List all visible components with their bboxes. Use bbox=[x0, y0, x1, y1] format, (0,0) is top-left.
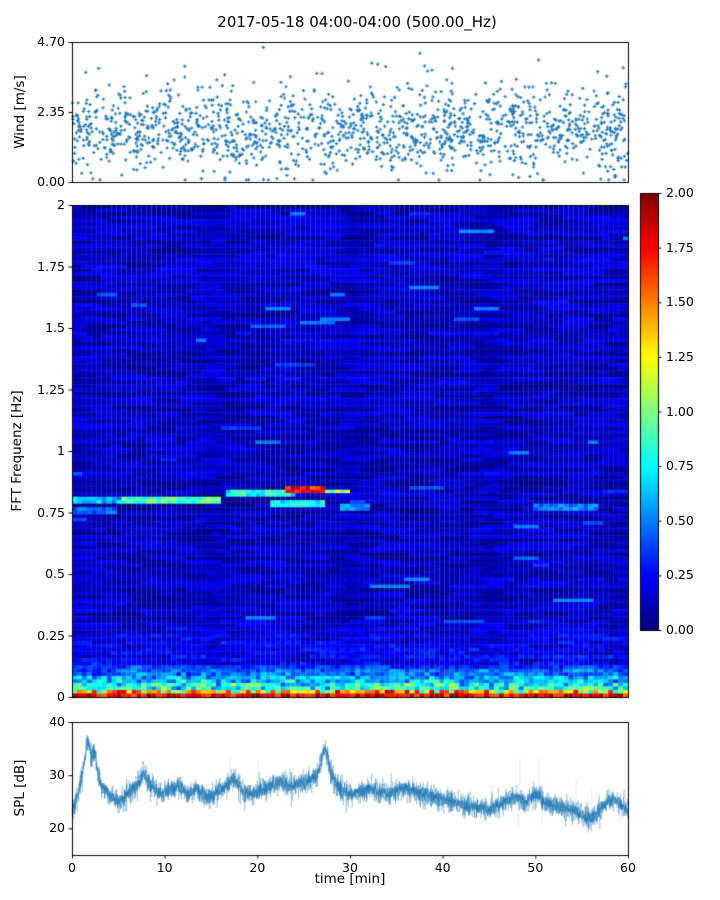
colorbar-tick-label: 0.00 bbox=[666, 621, 694, 637]
colorbar-tick-label: 0.75 bbox=[666, 457, 694, 473]
time-xtick-label: 60 bbox=[620, 860, 636, 875]
wind-ytick-label: 4.70 bbox=[37, 33, 65, 49]
wind-ytick-label: 0.00 bbox=[37, 173, 65, 189]
spl-ytick-label: 20 bbox=[49, 820, 65, 836]
time-xtick-label: 50 bbox=[527, 860, 544, 875]
colorbar-tick-label: 1.50 bbox=[666, 294, 694, 309]
colorbar-tick-label: 0.50 bbox=[666, 512, 694, 528]
spectrogram-ytick-label: 1.75 bbox=[37, 258, 65, 274]
spectrogram-ytick-label: 1.5 bbox=[45, 319, 65, 335]
time-xtick-label: 40 bbox=[434, 860, 451, 875]
wind-ytick-label: 2.35 bbox=[37, 103, 65, 119]
spl-y-axis-label: SPL [dB] bbox=[12, 759, 28, 817]
spectrogram-ytick-label: 0.5 bbox=[45, 565, 65, 581]
colorbar-tick-label: 1.75 bbox=[666, 239, 694, 255]
spl-ytick-label: 40 bbox=[49, 713, 65, 729]
spl-ytick-label: 30 bbox=[49, 766, 65, 782]
spectrogram-ytick-label: 0.25 bbox=[37, 627, 65, 643]
wind-y-axis-label: Wind [m/s] bbox=[12, 75, 28, 149]
spectrogram-ytick-label: 1 bbox=[57, 442, 65, 458]
spectrogram-ytick-label: 1.25 bbox=[37, 381, 65, 397]
time-xtick-label: 20 bbox=[249, 860, 266, 875]
figure-title: 2017-05-18 04:00-04:00 (500.00_Hz) bbox=[217, 13, 497, 31]
spectrogram-ytick-label: 2 bbox=[57, 196, 65, 212]
spectrogram-ytick-label: 0.75 bbox=[37, 504, 65, 520]
spectrogram-y-axis-label: FFT Frequenz [Hz] bbox=[9, 390, 25, 512]
colorbar-tick-label: 0.25 bbox=[666, 567, 694, 583]
time-xtick-label: 10 bbox=[156, 860, 173, 875]
time-axis-label: time [min] bbox=[314, 871, 386, 887]
colorbar-tick-label: 2.00 bbox=[666, 184, 694, 200]
spectrogram-ytick-label: 0 bbox=[57, 688, 65, 704]
colorbar-tick-label: 1.25 bbox=[666, 348, 694, 364]
time-xtick-label: 30 bbox=[342, 860, 358, 875]
time-xtick-label: 0 bbox=[68, 860, 76, 875]
colorbar-tick-label: 1.00 bbox=[666, 403, 694, 419]
